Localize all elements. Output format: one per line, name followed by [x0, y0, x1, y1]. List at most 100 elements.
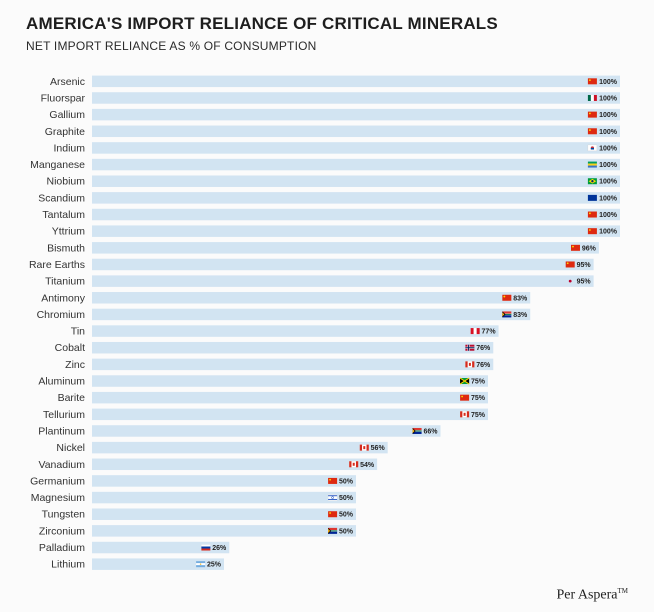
bar: [92, 275, 594, 287]
category-label: Palladium: [39, 542, 85, 554]
china-flag-icon: [587, 78, 597, 85]
china-flag-icon: [587, 128, 597, 135]
category-label: Tantalum: [42, 209, 85, 221]
brand-trademark: TM: [617, 587, 629, 596]
value-label: 50%: [339, 495, 354, 502]
category-label: Nickel: [56, 442, 85, 454]
china-flag-icon: [502, 294, 512, 301]
value-label: 100%: [599, 112, 618, 119]
canada-flag-icon: [359, 444, 369, 451]
value-label: 26%: [212, 545, 227, 552]
south-africa-flag-icon: [412, 427, 422, 434]
bar: [92, 358, 494, 371]
value-label: 96%: [582, 245, 597, 252]
bar: [92, 525, 356, 537]
bar: [92, 558, 224, 570]
category-label: Graphite: [45, 126, 85, 138]
category-label: Titanium: [45, 276, 85, 288]
value-label: 76%: [476, 345, 491, 352]
category-label: Antimony: [41, 292, 86, 304]
china-flag-icon: [460, 394, 470, 401]
value-label: 83%: [513, 312, 528, 319]
category-label: Tin: [71, 326, 85, 338]
south-africa-flag-icon: [502, 311, 512, 318]
value-label: 50%: [339, 512, 354, 519]
bar: [92, 458, 378, 471]
value-label: 77%: [482, 329, 497, 336]
bar: [92, 158, 620, 171]
bar: [92, 441, 388, 454]
category-label: Arsenic: [50, 76, 85, 88]
bar: [92, 391, 488, 404]
peru-flag-icon: [470, 328, 480, 335]
value-label: 75%: [471, 412, 486, 419]
china-flag-icon: [565, 261, 575, 268]
category-label: Lithium: [51, 559, 85, 571]
category-label: Zinc: [65, 359, 85, 371]
category-label: Plantinum: [38, 425, 85, 437]
china-flag-icon: [587, 211, 597, 218]
value-label: 75%: [471, 395, 486, 402]
category-label: Bismuth: [47, 242, 85, 254]
canada-flag-icon: [459, 411, 470, 418]
value-label: 50%: [339, 478, 354, 485]
argentina-flag-icon: [196, 561, 206, 568]
value-label: 100%: [599, 79, 618, 86]
bar: [92, 75, 620, 88]
value-label: 75%: [471, 379, 486, 386]
value-label: 100%: [599, 162, 618, 169]
value-label: 76%: [476, 362, 491, 369]
brand-logo: Per AsperaTM: [556, 587, 628, 604]
bar: [92, 208, 620, 221]
category-label: Scandium: [38, 192, 85, 204]
bar: [92, 292, 531, 304]
value-label: 83%: [513, 295, 528, 302]
chart-title: AMERICA'S IMPORT RELIANCE OF CRITICAL MI…: [26, 14, 498, 33]
bar: [92, 425, 441, 437]
china-flag-icon: [570, 244, 580, 251]
value-label: 25%: [207, 562, 222, 569]
bar: [92, 142, 620, 154]
value-label: 95%: [577, 279, 592, 286]
category-label: Niobium: [46, 176, 85, 188]
bar: [92, 242, 599, 254]
chart-subtitle: NET IMPORT RELIANCE AS % OF CONSUMPTION: [26, 39, 317, 53]
bar: [92, 125, 620, 138]
gabon-flag-icon: [587, 161, 597, 168]
bar: [92, 541, 230, 554]
bar: [92, 408, 488, 421]
category-label: Germanium: [30, 475, 85, 487]
canada-flag-icon: [349, 461, 359, 468]
russia-flag-icon: [201, 544, 211, 551]
value-label: 50%: [339, 528, 354, 535]
bar: [92, 475, 356, 487]
category-label: Indium: [53, 142, 85, 154]
jamaica-flag-icon: [459, 377, 470, 385]
bar: [92, 175, 620, 187]
bar: [92, 192, 620, 204]
category-label: Tellurium: [43, 409, 85, 421]
value-label: 56%: [371, 445, 386, 452]
china-flag-icon: [587, 111, 597, 118]
category-label: Manganese: [30, 159, 85, 171]
value-label: 100%: [599, 129, 618, 136]
value-label: 100%: [599, 179, 618, 186]
south-korea-flag-icon: [587, 144, 598, 152]
value-label: 100%: [599, 95, 618, 102]
bar: [92, 325, 499, 337]
bar: [92, 341, 494, 354]
value-label: 54%: [360, 462, 375, 469]
norway-flag-icon: [465, 344, 475, 351]
value-label: 100%: [599, 145, 618, 152]
category-label: Chromium: [37, 309, 86, 321]
category-label: Rare Earths: [29, 259, 85, 271]
china-flag-icon: [587, 228, 597, 235]
category-label: Vanadium: [38, 459, 85, 471]
south-africa-flag-icon: [328, 527, 338, 534]
bar: [92, 508, 356, 520]
bar: [92, 258, 594, 271]
brazil-flag-icon: [587, 178, 597, 185]
category-label: Gallium: [49, 109, 85, 121]
value-label: 100%: [599, 212, 618, 219]
